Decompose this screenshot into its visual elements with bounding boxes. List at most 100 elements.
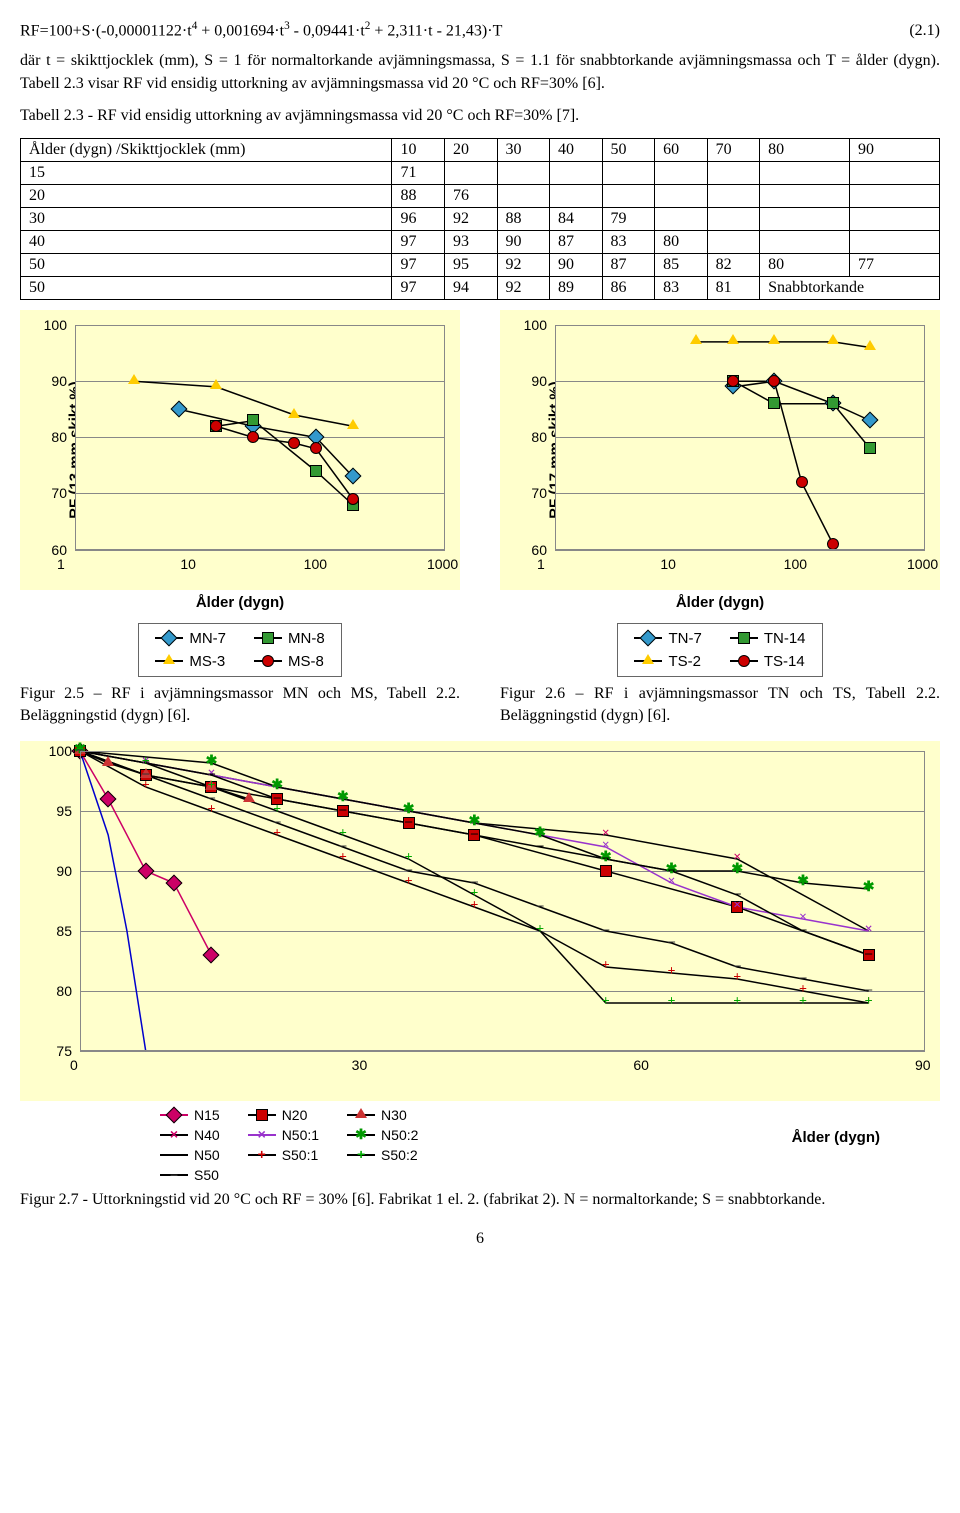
chart-marker: – [863, 949, 875, 961]
chart-marker: – [797, 925, 809, 937]
chart-2-7: Relativ fuktighet, RF (%) 75808590951000… [20, 741, 940, 1101]
chart-marker: × [863, 925, 875, 937]
table-cell: 88 [392, 184, 445, 207]
table-cell: 30 [21, 207, 392, 230]
table-cell [707, 161, 760, 184]
chart-2-6: RF (17 mm skikt,%) 607080901001101001000 [500, 310, 940, 590]
chart-marker: – [534, 901, 546, 913]
table-header-cell: 20 [445, 138, 498, 161]
table-cell: 97 [392, 230, 445, 253]
chart-marker: – [337, 805, 349, 817]
ytick-label: 80 [35, 429, 67, 445]
caption-2-7: Figur 2.7 - Uttorkningstid vid 20 °C och… [20, 1189, 940, 1211]
xtick-label: 60 [633, 1057, 649, 1073]
table-cell [849, 230, 939, 253]
legend-label: MN-8 [288, 630, 325, 647]
legend-label: S50:2 [381, 1147, 418, 1163]
ytick-label: 100 [40, 743, 72, 759]
table-cell [849, 161, 939, 184]
legend-item: MS-3 [155, 653, 226, 670]
legend-label: N40 [194, 1127, 220, 1143]
legend-label: TN-7 [668, 630, 701, 647]
legend-label: N20 [282, 1107, 308, 1123]
legend-item: TS-14 [730, 653, 806, 670]
xtick-label: 1000 [907, 556, 947, 572]
legend-item: MS-8 [254, 653, 325, 670]
table-cell: Snabbtorkande [760, 276, 940, 299]
legend-label: N50:2 [381, 1127, 418, 1143]
table-cell: 96 [392, 207, 445, 230]
chart-marker: + [337, 853, 349, 865]
ytick-label: 100 [515, 317, 547, 333]
table-cell: 50 [21, 276, 392, 299]
table-row: 50979592908785828077 [21, 253, 940, 276]
chart3-xlabel: Ålder (dygn) [792, 1129, 940, 1146]
ytick-label: 85 [40, 923, 72, 939]
chart-marker: – [731, 961, 743, 973]
legend-label: N50 [194, 1147, 220, 1163]
chart-marker [128, 374, 140, 384]
chart-marker [243, 792, 255, 802]
chart-marker [600, 865, 612, 877]
legend-item [347, 1167, 418, 1183]
table-cell: 77 [849, 253, 939, 276]
chart-marker [796, 476, 808, 488]
legend-label: N50:1 [282, 1127, 319, 1143]
table-cell: 93 [445, 230, 498, 253]
table-row: 208876 [21, 184, 940, 207]
table-caption: Tabell 2.3 - RF vid ensidig uttorkning a… [20, 105, 940, 127]
table-cell: 92 [497, 276, 550, 299]
table-cell: 86 [602, 276, 655, 299]
chart-2-6-holder: RF (17 mm skikt,%) 607080901001101001000… [500, 310, 940, 742]
table-cell: 79 [602, 207, 655, 230]
table-header-cell: 40 [550, 138, 603, 161]
table-cell: 80 [760, 253, 850, 276]
table-cell [602, 184, 655, 207]
table-cell: 40 [21, 230, 392, 253]
equation-number: (2.1) [909, 22, 940, 40]
table-cell [760, 161, 850, 184]
table-cell [550, 184, 603, 207]
ytick-label: 100 [35, 317, 67, 333]
chart-marker: + [731, 997, 743, 1009]
legend-item: +S50:1 [248, 1147, 319, 1163]
table-cell: 82 [707, 253, 760, 276]
table-header-cell: 90 [849, 138, 939, 161]
table-cell [707, 207, 760, 230]
legend-label: N15 [194, 1107, 220, 1123]
chart-marker: ✱ [863, 883, 875, 895]
legend-item: N20 [248, 1107, 319, 1123]
chart-marker [768, 397, 780, 409]
table-row: 40979390878380 [21, 230, 940, 253]
chart1-legend: MN-7 MN-8 MS-3 MS-8 [138, 623, 341, 677]
table-cell [655, 184, 708, 207]
chart-marker: + [666, 997, 678, 1009]
chart-marker [210, 420, 222, 432]
legend-item: ×N50:1 [248, 1127, 319, 1143]
chart-marker: – [74, 745, 86, 757]
table-cell [602, 161, 655, 184]
chart-marker: × [666, 877, 678, 889]
table-cell [497, 161, 550, 184]
ytick-label: 80 [515, 429, 547, 445]
table-cell: 50 [21, 253, 392, 276]
xtick-label: 1 [537, 556, 577, 572]
equation-text: RF=100+S·(-0,00001122·t4 + 0,001694·t3 -… [20, 20, 502, 40]
legend-item: ×N40 [160, 1127, 220, 1143]
table-cell: 97 [392, 253, 445, 276]
ytick-label: 80 [40, 983, 72, 999]
table-cell [550, 161, 603, 184]
legend-item [248, 1167, 319, 1183]
legend-label: MN-7 [189, 630, 226, 647]
table-2-3: Ålder (dygn) /Skikttjocklek (mm)10203040… [20, 138, 940, 300]
table-cell [849, 207, 939, 230]
table-cell: 87 [550, 230, 603, 253]
legend-label: N30 [381, 1107, 407, 1123]
legend-label: S50:1 [282, 1147, 319, 1163]
chart-2-7-holder: Relativ fuktighet, RF (%) 75808590951000… [20, 741, 940, 1183]
legend-item: MN-8 [254, 630, 325, 647]
table-cell: 85 [655, 253, 708, 276]
chart-marker [768, 334, 780, 344]
table-cell: 80 [655, 230, 708, 253]
ytick-label: 95 [40, 803, 72, 819]
